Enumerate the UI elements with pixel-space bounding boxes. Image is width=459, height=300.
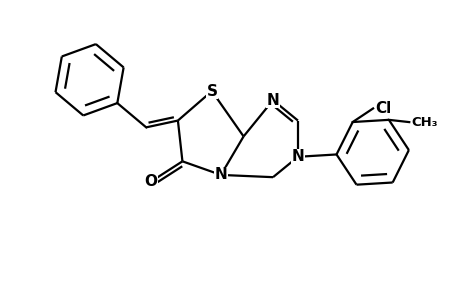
Text: S: S [206,84,217,99]
Text: N: N [291,149,304,164]
Text: N: N [214,167,227,182]
Text: O: O [144,174,157,189]
Text: CH₃: CH₃ [411,116,437,129]
Text: Cl: Cl [375,101,391,116]
Text: N: N [266,93,279,108]
